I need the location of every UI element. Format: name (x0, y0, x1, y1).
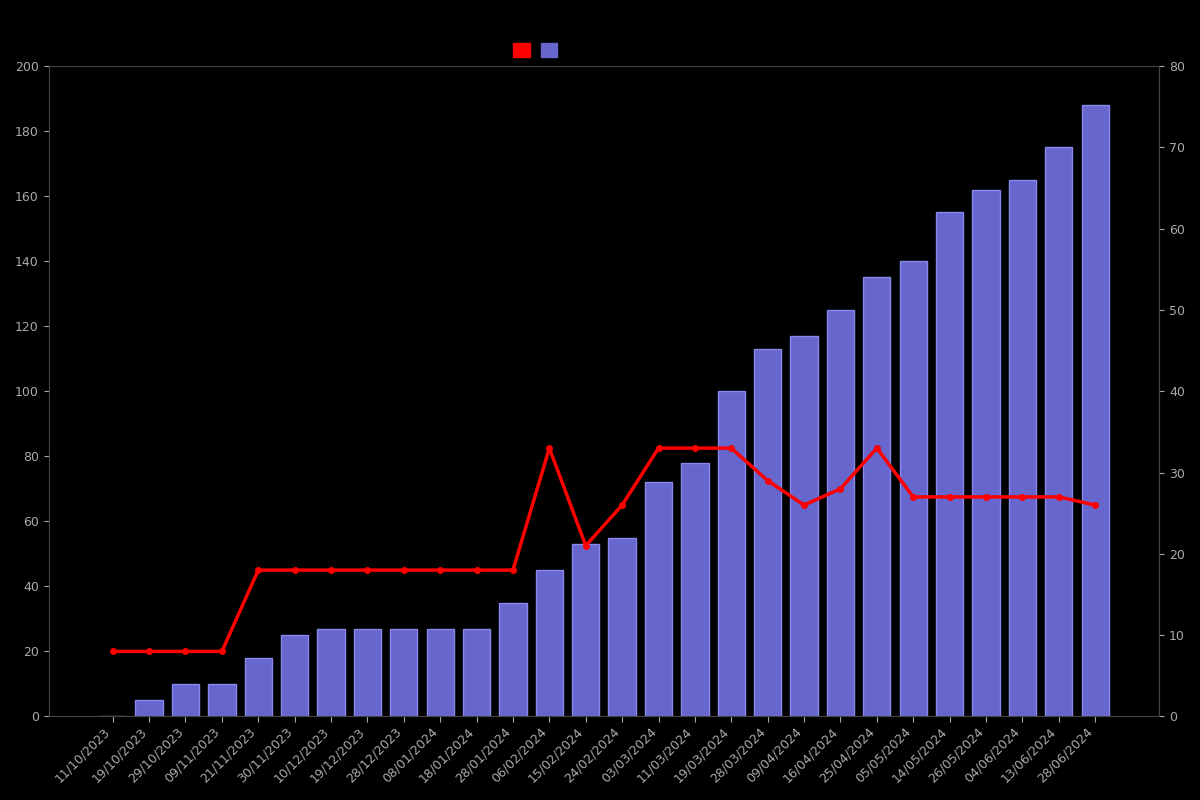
Bar (281, 635, 308, 717)
Bar (1045, 147, 1073, 717)
Bar (426, 629, 454, 717)
Bar (245, 658, 272, 717)
Bar (827, 310, 854, 717)
Bar (317, 629, 344, 717)
Bar (718, 391, 745, 717)
Bar (535, 570, 563, 717)
Bar (390, 629, 418, 717)
Bar (136, 700, 163, 717)
Bar (499, 602, 527, 717)
Bar (644, 482, 672, 717)
Bar (754, 349, 781, 717)
Bar (682, 462, 708, 717)
Bar (791, 336, 817, 717)
Bar (572, 544, 599, 717)
Bar (463, 629, 491, 717)
Bar (1009, 180, 1036, 717)
Legend: , : , (508, 37, 568, 63)
Bar (209, 684, 235, 717)
Bar (608, 538, 636, 717)
Bar (354, 629, 382, 717)
Bar (863, 278, 890, 717)
Bar (972, 190, 1000, 717)
Bar (900, 261, 926, 717)
Bar (936, 212, 964, 717)
Bar (172, 684, 199, 717)
Bar (1081, 105, 1109, 717)
